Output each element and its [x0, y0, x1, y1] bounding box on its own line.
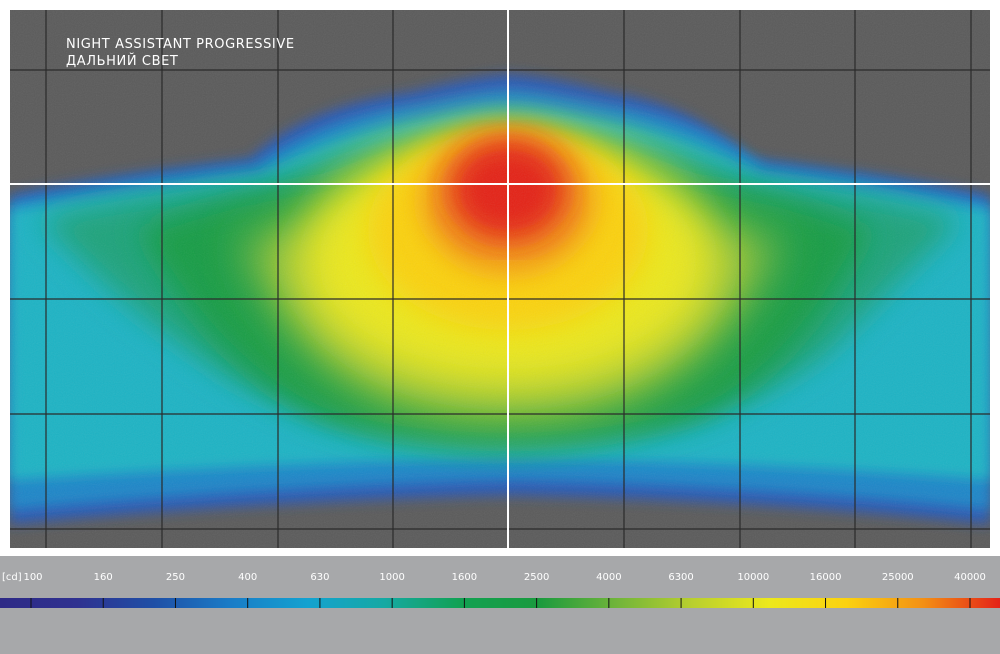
- scale-tick-label: 160: [93, 572, 113, 583]
- scale-tick-label: 10000: [737, 572, 770, 583]
- scale-unit-label: [cd]: [2, 572, 22, 583]
- reference-axes: [10, 10, 990, 548]
- scale-tick-label: 40000: [954, 572, 986, 583]
- intensity-field: [10, 10, 990, 548]
- heatmap-svg: [10, 10, 990, 548]
- scale-tick-label: 1600: [451, 572, 478, 583]
- scale-tick-label: 630: [310, 572, 330, 583]
- legend-footer: [0, 610, 1000, 654]
- scale-tick-label: 250: [165, 572, 185, 583]
- scale-tick-label: 6300: [668, 572, 694, 583]
- scale-tick-label: 1000: [379, 572, 405, 583]
- colorbar: [0, 598, 1000, 610]
- chart-frame: NIGHT ASSISTANT PROGRESSIVE ДАЛЬНИЙ СВЕТ: [0, 0, 1000, 556]
- scale-tick-labels: 100 160 250 400 630 1000 1600 2500 4000 6300 10000…: [0, 572, 1000, 586]
- scale-tick-label: 100: [23, 572, 43, 583]
- scale-tick-label: 2500: [523, 572, 550, 583]
- color-scale-legend: [cd] 100 160 250 400 630 1000 1600 2500 4000 6300…: [0, 556, 1000, 654]
- grid: [10, 10, 990, 548]
- chart-title-line2: ДАЛЬНИЙ СВЕТ: [66, 54, 179, 69]
- chart-title-line1: NIGHT ASSISTANT PROGRESSIVE: [66, 37, 295, 52]
- scale-tick-label: 4000: [596, 572, 622, 583]
- chart-title: NIGHT ASSISTANT PROGRESSIVE ДАЛЬНИЙ СВЕТ: [66, 36, 295, 70]
- sensor-noise: [10, 10, 990, 548]
- scale-tick-label: 16000: [809, 572, 842, 583]
- colorbar-svg: [0, 598, 1000, 608]
- heatmap-plot: NIGHT ASSISTANT PROGRESSIVE ДАЛЬНИЙ СВЕТ: [10, 10, 990, 548]
- colorbar-gradient: [0, 598, 1000, 608]
- scale-tick-label: 400: [238, 572, 258, 583]
- scale-tick-label: 25000: [881, 572, 914, 583]
